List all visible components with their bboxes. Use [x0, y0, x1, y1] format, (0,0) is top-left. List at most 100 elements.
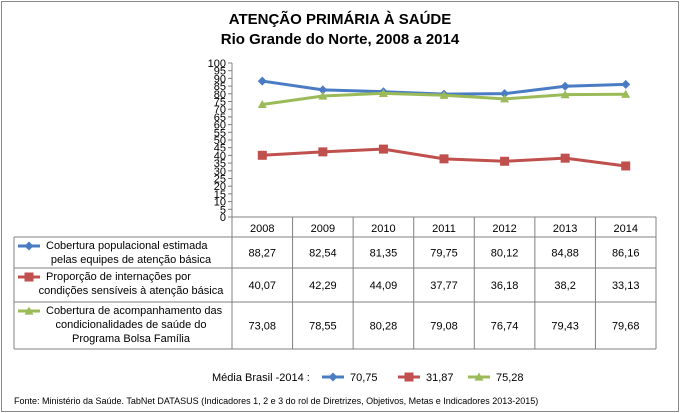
- data-point: [378, 88, 388, 97]
- y-tick-label: 60: [214, 120, 226, 132]
- y-tick-label: 95: [214, 66, 226, 78]
- data-point: [560, 90, 570, 99]
- x-category-label: 2013: [553, 223, 577, 235]
- series-name-label: condicionalidades de saúde do: [55, 319, 206, 331]
- table-cell-value: 36,18: [491, 280, 519, 292]
- table-cell-value: 88,27: [249, 248, 277, 260]
- data-point: [500, 156, 510, 166]
- data-point: [439, 90, 449, 99]
- table-cell-value: 86,16: [612, 248, 640, 260]
- data-point: [621, 79, 631, 89]
- data-point: [318, 91, 328, 100]
- table-cell-value: 82,54: [309, 248, 337, 260]
- series-name-label: Cobertura de acompanhamento das: [46, 305, 223, 317]
- data-point: [500, 94, 510, 103]
- series-2: [257, 144, 631, 171]
- y-tick-label: 15: [214, 189, 226, 201]
- y-tick-label: 0: [220, 212, 226, 224]
- x-category-label: 2014: [613, 223, 637, 235]
- data-point: [257, 99, 267, 109]
- table-row: Proporção de internações por condições se…: [18, 271, 639, 297]
- data-point: [378, 144, 388, 154]
- table-cell-value: 73,08: [249, 321, 277, 333]
- chart-title-line: ATENÇÃO PRIMÁRIA À SAÚDE: [229, 10, 452, 28]
- series-3: [257, 88, 631, 109]
- x-category-label: 2009: [311, 223, 335, 235]
- chart-title-line: Rio Grande do Norte, 2008 a 2014: [221, 31, 460, 48]
- table-cell-value: 79,75: [430, 248, 458, 260]
- y-tick-label: 35: [214, 158, 226, 170]
- data-table: [13, 216, 657, 350]
- data-point: [257, 150, 267, 160]
- y-tick-label: 20: [214, 181, 226, 193]
- y-tick-label: 100: [208, 58, 226, 70]
- series-name-label: Cobertura populacional estimada: [46, 240, 208, 252]
- legend-marker: [404, 372, 414, 382]
- y-tick-label: 40: [214, 150, 226, 162]
- table-cell-value: 40,07: [249, 280, 277, 292]
- y-tick-label: 25: [214, 174, 226, 186]
- legend-media-brasil: Média Brasil -2014 : 70,75 31,87 75,28: [212, 372, 524, 384]
- table-cell-value: 37,77: [430, 280, 458, 292]
- y-tick-label: 5: [220, 204, 226, 216]
- table-cell-value: 33,13: [612, 280, 640, 292]
- y-tick-label: 65: [214, 112, 226, 124]
- series-name-label: Proporção de internações por: [46, 271, 191, 283]
- legend-value: 31,87: [426, 372, 454, 384]
- y-axis-ticks: 0510152025303540455055606570758085909510…: [208, 58, 232, 224]
- legend-label: Média Brasil -2014 :: [212, 372, 310, 384]
- data-point: [500, 89, 510, 99]
- table-cell-value: 81,35: [370, 248, 398, 260]
- table-cell-value: 79,08: [430, 321, 458, 333]
- x-category-label: 2012: [492, 223, 516, 235]
- y-tick-label: 80: [214, 89, 226, 101]
- y-tick-label: 70: [214, 104, 226, 116]
- chart-title: ATENÇÃO PRIMÁRIA À SAÚDE Rio Grande do No…: [221, 10, 460, 48]
- data-point: [560, 81, 570, 91]
- legend-marker: [474, 372, 484, 381]
- x-category-label: 2011: [432, 223, 456, 235]
- data-point: [439, 154, 449, 164]
- table-cell-value: 80,12: [491, 248, 519, 260]
- table-cell-value: 79,43: [551, 321, 579, 333]
- data-point: [318, 85, 328, 95]
- data-point: [621, 161, 631, 171]
- table-cell-value: 80,28: [370, 321, 398, 333]
- y-tick-label: 85: [214, 81, 226, 93]
- table-row: Cobertura populacional estimada pelas equ…: [18, 240, 639, 266]
- y-tick-label: 50: [214, 135, 226, 147]
- legend-value: 75,28: [496, 372, 524, 384]
- x-axis-categories: 2008 2009 2010 2011 2012 2013 2014: [250, 223, 638, 235]
- row-legend-marker: [24, 272, 34, 282]
- source-note: Fonte: Ministério da Saúde. TabNet DATAS…: [14, 396, 538, 406]
- data-point: [621, 89, 631, 98]
- y-tick-label: 75: [214, 97, 226, 109]
- legend-value: 70,75: [350, 372, 378, 384]
- table-cell-value: 44,09: [370, 280, 398, 292]
- row-legend-marker: [24, 306, 34, 315]
- y-tick-label: 30: [214, 166, 226, 178]
- table-cell-value: 79,68: [612, 321, 640, 333]
- series-name-label: condições sensíveis à atenção básica: [39, 285, 225, 297]
- y-tick-label: 90: [214, 73, 226, 85]
- table-row: Cobertura de acompanhamento das condicion…: [18, 305, 639, 345]
- data-point: [560, 153, 570, 163]
- table-cell-value: 38,2: [554, 280, 575, 292]
- series-name-label: pelas equipes de atenção básica: [51, 254, 212, 266]
- x-category-label: 2008: [250, 223, 274, 235]
- y-tick-label: 45: [214, 143, 226, 155]
- x-category-label: 2010: [371, 223, 395, 235]
- table-cell-value: 78,55: [309, 321, 337, 333]
- y-tick-label: 10: [214, 197, 226, 209]
- table-cell-value: 84,88: [551, 248, 579, 260]
- table-cell-value: 76,74: [491, 321, 519, 333]
- data-point: [257, 76, 267, 86]
- data-point: [318, 147, 328, 157]
- y-tick-label: 55: [214, 127, 226, 139]
- row-legend-marker: [24, 241, 34, 251]
- legend-marker: [328, 372, 338, 382]
- table-cell-value: 42,29: [309, 280, 337, 292]
- series-name-label: Programa Bolsa Família: [72, 333, 191, 345]
